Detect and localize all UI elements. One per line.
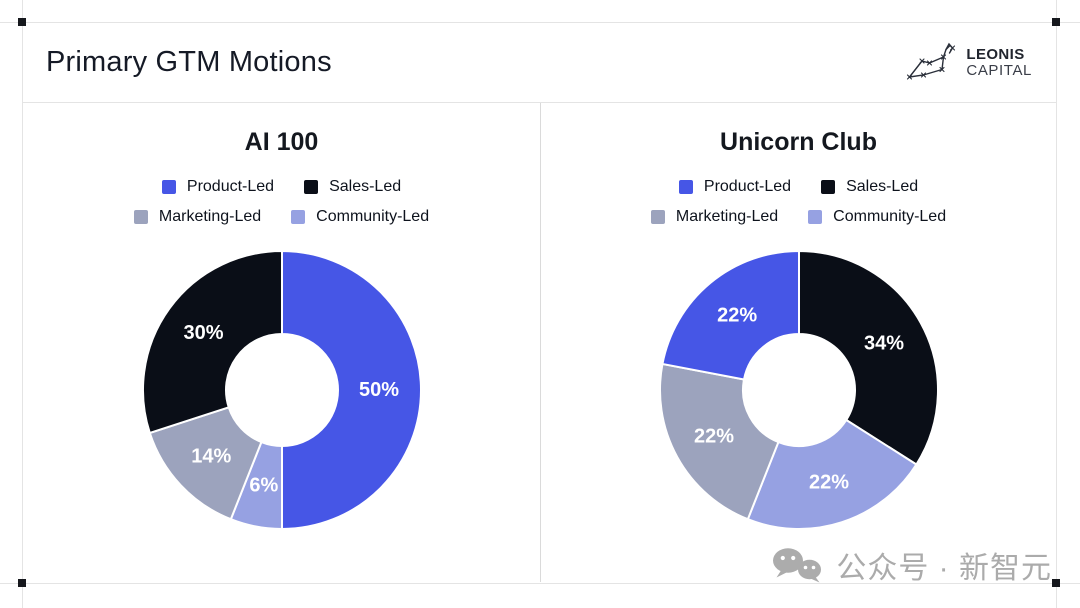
legend-ai-100: Product-Led Sales-Led Marketing-Led <box>133 178 429 226</box>
legend-label: Marketing-Led <box>158 208 262 225</box>
legend-item-product-led: Product-Led <box>678 178 792 196</box>
donut-slice-product-led <box>660 249 800 381</box>
donut-slice-product-led <box>280 249 422 531</box>
selection-handle-bottom-left[interactable] <box>18 579 26 587</box>
legend-item-sales-led: Sales-Led <box>821 178 918 196</box>
charts-area: AI 100 Product-Led Sales-Led <box>23 103 1056 582</box>
legend-label: Community-Led <box>833 208 947 225</box>
legend-label: Sales-Led <box>329 178 402 195</box>
page-title: Primary GTM Motions <box>46 46 332 78</box>
leo-constellation-icon <box>907 42 956 80</box>
selection-handle-bottom-right[interactable] <box>1052 579 1060 587</box>
panel-ai-100: AI 100 Product-Led Sales-Led <box>23 103 540 582</box>
logo-line2: CAPITAL <box>966 61 1032 79</box>
donut-chart-ai-100: 50% 6% 14% 30% <box>132 240 432 540</box>
slice-value-label: 34% <box>863 332 903 354</box>
legend-swatch-product <box>161 180 176 194</box>
leonis-capital-logo: LEONIS CAPITAL <box>903 40 1032 86</box>
slice-value-label: 22% <box>693 426 733 448</box>
legend-item-sales-led: Sales-Led <box>304 178 401 196</box>
slide-header: Primary GTM Motions <box>23 23 1056 103</box>
slice-value-label: 6% <box>249 474 278 496</box>
legend-swatch-product <box>678 180 693 194</box>
legend-row: Marketing-Led Community-Led <box>650 208 946 226</box>
slice-value-label: 14% <box>191 445 231 467</box>
legend-label: Product-Led <box>703 178 792 195</box>
frame-guide-left <box>22 0 23 608</box>
legend-label: Marketing-Led <box>675 208 779 225</box>
frame-guide-bottom <box>0 583 1080 584</box>
legend-unicorn-club: Product-Led Sales-Led Marketing-Led <box>650 178 946 226</box>
legend-label: Sales-Led <box>846 178 919 195</box>
legend-label: Community-Led <box>316 208 430 225</box>
legend-swatch-marketing <box>650 210 665 224</box>
legend-swatch-marketing <box>133 210 148 224</box>
legend-item-product-led: Product-Led <box>161 178 275 196</box>
slice-value-label: 30% <box>183 322 223 344</box>
donut-slice-marketing-led <box>148 406 263 521</box>
logo-line1: LEONIS <box>966 45 1025 63</box>
legend-row: Product-Led Sales-Led <box>678 178 918 196</box>
watermark: 公众号 · 新智元 <box>772 543 1052 587</box>
legend-swatch-sales <box>821 180 836 194</box>
slide-frame: Primary GTM Motions <box>23 23 1056 583</box>
panel-unicorn-club: Unicorn Club Product-Led Sales-Led <box>540 103 1056 582</box>
wechat-icon <box>773 548 822 583</box>
donut-chart-unicorn-club: 34% 22% 22% 22% <box>649 240 949 540</box>
slice-value-label: 22% <box>808 471 848 493</box>
chart-title-ai-100: AI 100 <box>244 128 319 156</box>
logo-wordmark: LEONIS CAPITAL <box>966 45 1032 79</box>
donut-slice-sales-led <box>797 249 939 466</box>
legend-swatch-community <box>808 210 823 224</box>
slice-value-label: 50% <box>358 379 398 401</box>
legend-label: Product-Led <box>186 178 275 195</box>
legend-swatch-community <box>291 210 306 224</box>
legend-item-marketing-led: Marketing-Led <box>133 208 262 226</box>
watermark-text: 公众号 · 新智元 <box>836 552 1052 585</box>
selection-handle-top-left[interactable] <box>18 18 26 26</box>
frame-guide-right <box>1056 0 1057 608</box>
legend-item-marketing-led: Marketing-Led <box>650 208 779 226</box>
slice-value-label: 22% <box>717 304 757 326</box>
legend-swatch-sales <box>304 180 319 194</box>
frame-guide-top <box>0 22 1080 23</box>
legend-item-community-led: Community-Led <box>808 208 946 226</box>
donut-slice-marketing-led <box>658 362 780 521</box>
legend-item-community-led: Community-Led <box>291 208 429 226</box>
donut-slice-sales-led <box>141 249 283 435</box>
legend-row: Product-Led Sales-Led <box>161 178 401 196</box>
chart-title-unicorn-club: Unicorn Club <box>720 128 877 156</box>
legend-row: Marketing-Led Community-Led <box>133 208 429 226</box>
donut-slice-community-led <box>746 418 918 530</box>
selection-handle-top-right[interactable] <box>1052 18 1060 26</box>
